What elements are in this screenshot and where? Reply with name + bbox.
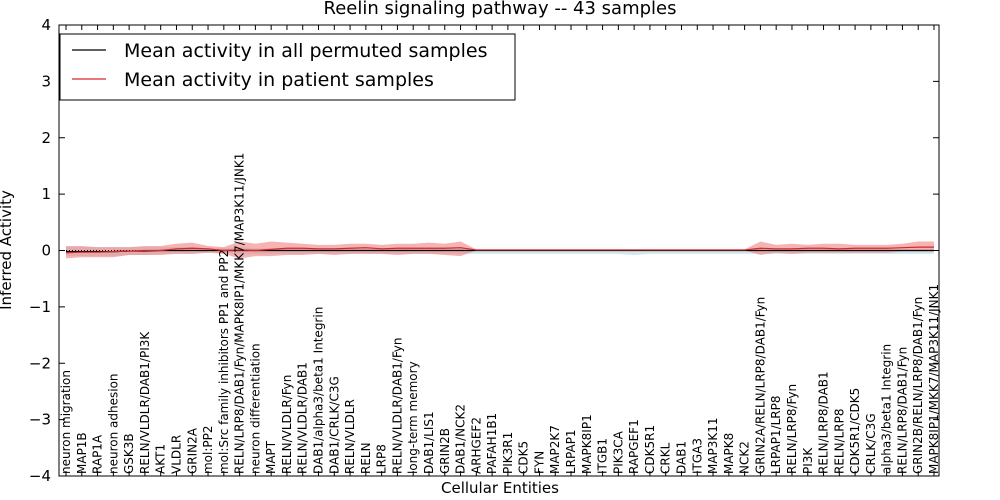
category-label: RAP1A xyxy=(91,434,105,474)
y-tick-label: 1 xyxy=(41,185,51,203)
category-label: ARHGEF2 xyxy=(469,417,483,474)
category-label: RELN/LRP8/DAB1/Fyn xyxy=(895,347,909,474)
y-tick-label: 0 xyxy=(41,242,51,260)
category-label: RAPGEF1 xyxy=(627,419,641,474)
category-label: mol:PP2 xyxy=(201,425,215,474)
y-tick-label: 4 xyxy=(41,16,51,34)
category-label: CDK5R1 xyxy=(643,425,657,474)
category-label: DAB1/alpha3/beta1 Integrin xyxy=(312,307,326,474)
category-label: AKT1 xyxy=(154,444,168,474)
category-label: long-term memory xyxy=(406,361,420,474)
category-label: neuron adhesion xyxy=(106,373,120,474)
category-label: DAB1/CRLK/C3G xyxy=(327,376,341,474)
chart-title: Reelin signaling pathway -- 43 samples xyxy=(324,0,677,19)
category-label: RELN/LRP8/DAB1 xyxy=(817,371,831,474)
category-label: RELN/VLDLR/Fyn xyxy=(280,375,294,474)
category-label: RELN/LRP8 xyxy=(832,408,846,474)
category-label: GRIN2A xyxy=(185,427,199,474)
category-label: GSK3B xyxy=(122,433,136,474)
category-label: GRIN2B/RELN/LRP8/DAB1/Fyn xyxy=(911,297,925,474)
category-label: CDK5 xyxy=(517,441,531,474)
category-label: LRP8 xyxy=(375,444,389,474)
category-label: GRIN2A/RELN/LRP8/DAB1/Fyn xyxy=(753,297,767,474)
category-label: PIK3CA xyxy=(611,430,625,474)
category-label: PAFAH1B1 xyxy=(485,413,499,474)
y-tick-label: −2 xyxy=(29,354,51,372)
category-label: MAPK8 xyxy=(722,433,736,474)
y-tick-label: −1 xyxy=(29,298,51,316)
category-label: FYN xyxy=(532,451,546,474)
category-label: ITGB1 xyxy=(596,438,610,474)
y-axis: −4 −3 −2 −1 0 1 2 3 4 xyxy=(29,16,939,485)
category-label: MAPT xyxy=(264,440,278,474)
series-line-patient xyxy=(65,246,934,254)
category-label: RELN/VLDLR/DAB1 xyxy=(296,362,310,474)
category-label: PI3K xyxy=(801,447,815,474)
category-label: NCK2 xyxy=(738,441,752,474)
legend-label-permuted: Mean activity in all permuted samples xyxy=(124,40,487,62)
x-axis-label: Cellular Entities xyxy=(441,479,559,497)
category-label: RELN/LRP8/DAB1/Fyn/MAPK8IP1/MKK7/MAP3K11… xyxy=(233,153,247,474)
category-label: RELN/LRP8/Fyn xyxy=(785,384,799,474)
category-label: RELN xyxy=(359,442,373,474)
category-label: MAP1B xyxy=(75,432,89,474)
category-label: GRIN2B xyxy=(438,428,452,474)
x-axis: neuron migration MAP1B RAP1A neuron adhesio… xyxy=(59,25,941,476)
category-label: neuron differentiation xyxy=(248,343,262,474)
category-label: neuron migration xyxy=(59,370,73,474)
legend: Mean activity in all permuted samples Me… xyxy=(59,33,516,101)
y-tick-label: −4 xyxy=(29,467,51,485)
category-label: DAB1 xyxy=(674,441,688,474)
category-label: RELN/VLDLR/DAB1/PI3K xyxy=(138,331,152,474)
category-label: PIK3R1 xyxy=(501,432,515,474)
legend-box xyxy=(59,33,516,101)
category-label: ITGA3 xyxy=(690,438,704,474)
plot-area xyxy=(65,241,934,259)
y-axis-label: Inferred Activity xyxy=(0,190,15,310)
category-label: LRPAP1 xyxy=(564,429,578,474)
category-label: CDK5R1/CDK5 xyxy=(848,388,862,474)
legend-label-patient: Mean activity in patient samples xyxy=(124,69,434,91)
y-tick-label: 3 xyxy=(41,72,51,90)
category-label: CRLK/C3G xyxy=(864,413,878,474)
category-label: alpha3/beta1 Integrin xyxy=(880,344,894,474)
category-label: DAB1/NCK2 xyxy=(454,404,468,474)
category-label: MAPK8IP1 xyxy=(580,414,594,474)
category-label: RELN/VLDLR xyxy=(343,399,357,474)
y-tick-label: −3 xyxy=(29,411,51,429)
category-label: DAB1/LIS1 xyxy=(422,411,436,474)
category-label: LRPAP1/LRP8 xyxy=(769,395,783,474)
y-tick-label: 2 xyxy=(41,129,51,147)
category-label: mol:Src family inhibitors PP1 and PP2 xyxy=(217,250,231,474)
category-label: VLDLR xyxy=(169,435,183,474)
category-label: MAP3K11 xyxy=(706,417,720,474)
category-label: MAP2K7 xyxy=(548,425,562,474)
category-label: CRKL xyxy=(659,442,673,474)
category-label: RELN/VLDLR/DAB1/Fyn xyxy=(390,338,404,474)
category-label: MAPK8IP1/MKK7/MAP3K11/JNK1 xyxy=(927,284,941,474)
